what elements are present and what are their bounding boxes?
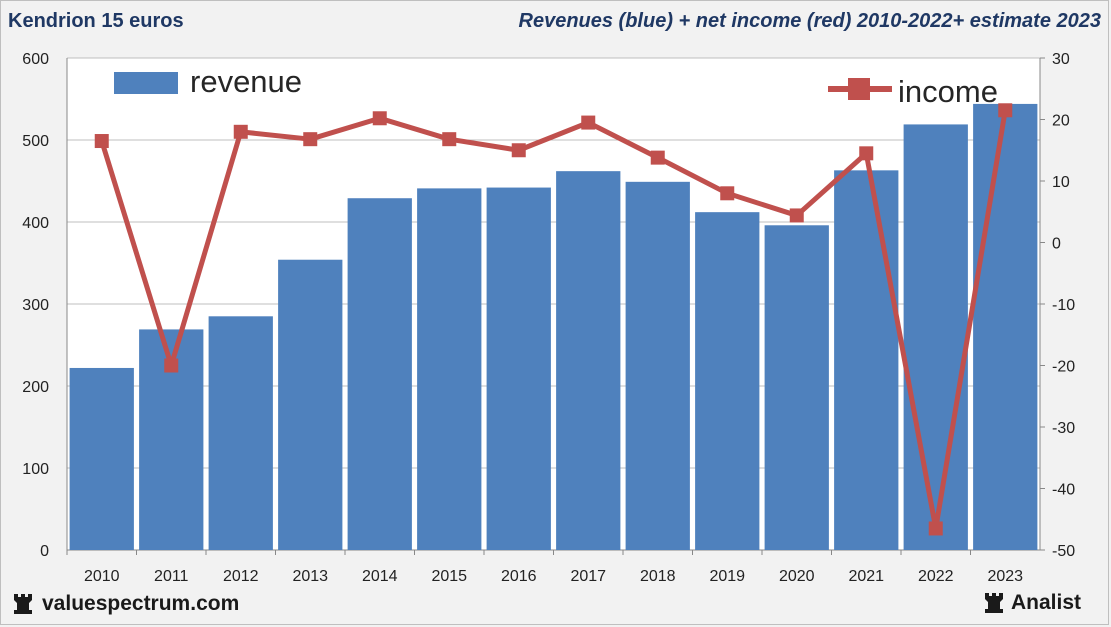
y-left-tick-label: 300 (22, 297, 49, 314)
x-tick-label: 2010 (84, 568, 120, 585)
analist-link[interactable]: Analist (1010, 591, 1081, 614)
x-tick-label: 2011 (154, 568, 189, 585)
footer-brand-left[interactable]: valuespectrum.com (12, 592, 239, 616)
revenue-bar (486, 187, 551, 550)
y-right-tick-label: -50 (1052, 543, 1075, 560)
y-left-tick-label: 400 (22, 215, 49, 232)
y-right-tick-label: -20 (1052, 359, 1075, 376)
legend-income-label: income (898, 74, 998, 109)
x-tick-label: 2016 (501, 568, 537, 585)
income-marker (303, 132, 318, 147)
income-marker (789, 208, 804, 223)
revenue-bar (208, 316, 273, 550)
revenue-bar (903, 124, 968, 551)
revenue-bar (69, 367, 134, 550)
revenue-bar (695, 212, 760, 550)
x-tick-label: 2012 (223, 568, 259, 585)
income-marker (511, 143, 526, 158)
x-tick-label: 2022 (918, 568, 954, 585)
y-right-tick-label: 0 (1052, 236, 1061, 253)
company-title: Kendrion 15 euros (8, 10, 184, 32)
revenue-bar (556, 171, 621, 550)
x-tick-label: 2017 (570, 568, 606, 585)
valuespectrum-link[interactable]: valuespectrum.com (42, 592, 240, 615)
revenue-bar (973, 103, 1038, 551)
income-marker (372, 111, 387, 126)
revenue-bar (278, 259, 343, 550)
chart-title: Revenues (blue) + net income (red) 2010-… (518, 10, 1102, 32)
y-right-tick-label: -40 (1052, 482, 1075, 499)
x-tick-label: 2018 (640, 568, 676, 585)
income-marker (998, 103, 1013, 118)
revenue-bar (347, 198, 412, 550)
y-left-tick-label: 100 (22, 461, 49, 478)
legend-revenue-swatch (114, 72, 178, 94)
x-tick-label: 2014 (362, 568, 398, 585)
y-right-tick-label: 10 (1052, 174, 1070, 191)
revenue-bar (417, 188, 482, 550)
x-tick-label: 2023 (987, 568, 1023, 585)
rook-icon (984, 593, 1003, 613)
revenue-bar (764, 225, 829, 550)
income-marker (581, 115, 596, 130)
y-left-tick-label: 500 (22, 133, 49, 150)
x-tick-label: 2021 (848, 568, 884, 585)
y-right-tick-label: -10 (1052, 297, 1075, 314)
y-left-tick-label: 600 (22, 51, 49, 68)
rook-icon (14, 594, 32, 614)
y-right-tick-label: 20 (1052, 113, 1070, 130)
x-tick-label: 2013 (292, 568, 328, 585)
revenue-bar (834, 170, 899, 550)
income-marker (94, 134, 109, 149)
income-marker (233, 124, 248, 139)
income-line (99, 109, 1008, 531)
y-left-tick-label: 200 (22, 379, 49, 396)
legend-income-marker (848, 78, 870, 100)
legend-revenue-label: revenue (190, 64, 302, 99)
income-marker (650, 150, 665, 165)
x-tick-label: 2019 (709, 568, 745, 585)
y-right-tick-label: 30 (1052, 51, 1070, 68)
revenue-bar (625, 181, 690, 550)
x-tick-label: 2015 (431, 568, 467, 585)
y-left-tick-label: 0 (40, 543, 49, 560)
y-right-tick-label: -30 (1052, 420, 1075, 437)
income-marker (720, 186, 735, 201)
income-marker (859, 146, 874, 161)
income-marker (164, 358, 179, 373)
x-tick-label: 2020 (779, 568, 815, 585)
income-marker (928, 521, 943, 536)
income-marker (442, 132, 457, 147)
footer-brand-right[interactable]: Analist (983, 591, 1081, 615)
